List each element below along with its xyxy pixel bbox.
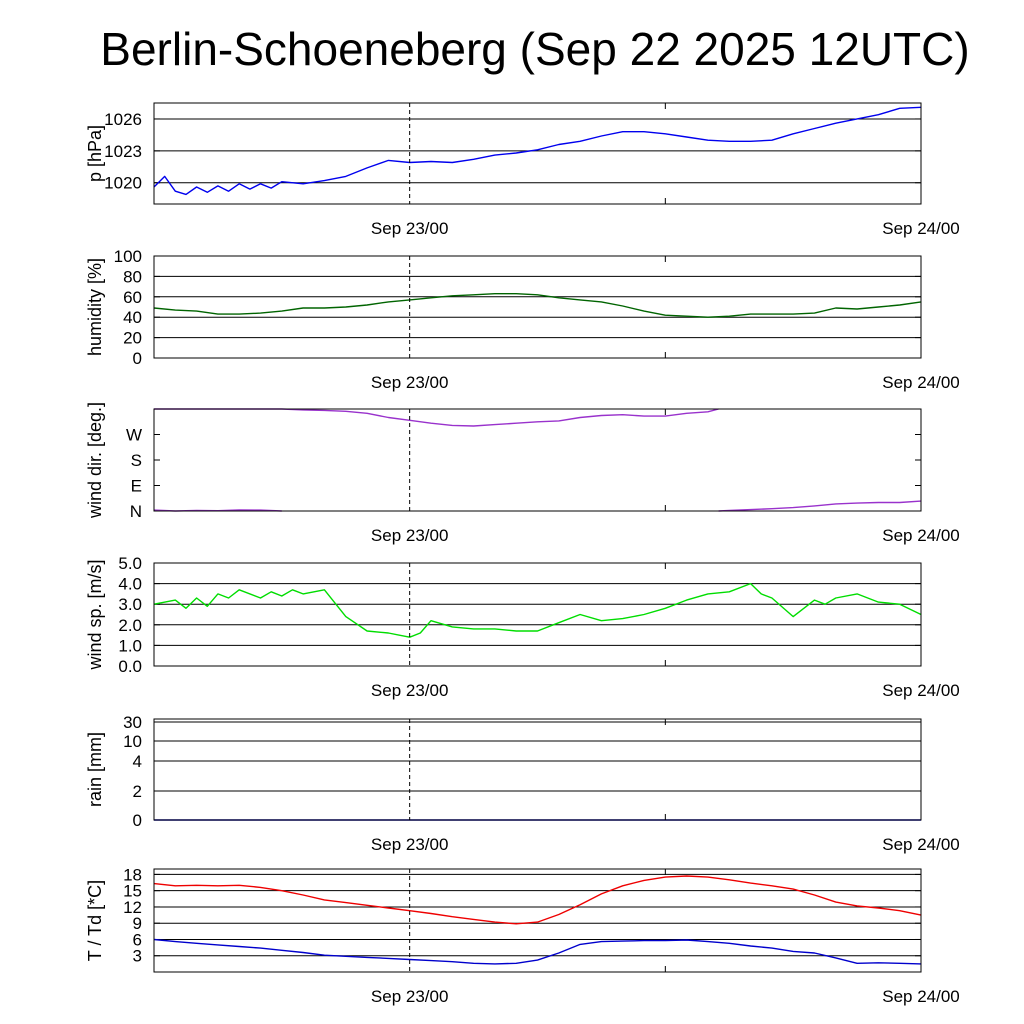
y-tick-label: W [126, 426, 142, 445]
y-tick-label: S [131, 451, 142, 470]
series-line-0 [153, 293, 922, 318]
y-tick-label: 1020 [104, 174, 142, 193]
y-tick-label: 18 [123, 865, 142, 884]
x-tick-label: Sep 24/00 [882, 835, 960, 854]
y-axis-label: wind sp. [m/s] [85, 559, 105, 670]
y-tick-label: 10 [123, 732, 142, 751]
y-tick-label: 40 [123, 308, 142, 327]
y-tick-label: 100 [114, 247, 142, 266]
y-tick-label: 5.0 [118, 554, 142, 573]
plot-frame [153, 408, 922, 512]
x-tick-label: Sep 23/00 [371, 835, 449, 854]
y-tick-label: 15 [123, 882, 142, 901]
y-axis-label: wind dir. [deg.] [85, 402, 105, 519]
series-line-0 [153, 875, 922, 925]
x-tick-label: Sep 23/00 [371, 987, 449, 1006]
y-tick-label: 20 [123, 329, 142, 348]
series-line-0 [153, 106, 922, 196]
y-tick-label: 3 [133, 947, 142, 966]
plot-frame [153, 102, 922, 205]
plot-frame [153, 868, 922, 973]
y-tick-label: 80 [123, 267, 142, 286]
y-tick-label: 2 [133, 782, 142, 801]
y-tick-label: 30 [123, 713, 142, 732]
y-tick-label: 3.0 [118, 595, 142, 614]
y-tick-label: 1.0 [118, 636, 142, 655]
y-axis-label: humidity [%] [85, 258, 105, 356]
y-tick-label: 9 [133, 914, 142, 933]
y-tick-label: 1026 [104, 110, 142, 129]
y-tick-label: 4 [133, 752, 142, 771]
x-tick-label: Sep 23/00 [371, 526, 449, 545]
y-tick-label: 2.0 [118, 616, 142, 635]
x-tick-label: Sep 23/00 [371, 681, 449, 700]
y-axis-label: rain [mm] [85, 732, 105, 807]
y-tick-label: 0 [133, 349, 142, 368]
y-tick-label: 0.0 [118, 657, 142, 676]
chart-title: Berlin-Schoeneberg (Sep 22 2025 12UTC) [100, 23, 970, 75]
plot-frame [153, 255, 922, 359]
x-tick-label: Sep 24/00 [882, 373, 960, 392]
y-tick-label: 1023 [104, 142, 142, 161]
y-tick-label: 6 [133, 930, 142, 949]
series-line-2 [718, 500, 922, 512]
series-line-1 [153, 938, 922, 965]
x-tick-label: Sep 24/00 [882, 219, 960, 238]
plot-frame [153, 718, 922, 821]
y-tick-label: 12 [123, 898, 142, 917]
y-tick-label: 60 [123, 288, 142, 307]
y-axis-label: p [hPa] [85, 125, 105, 182]
series-line-0 [153, 582, 922, 638]
y-tick-label: 4.0 [118, 575, 142, 594]
series-line-0 [154, 408, 719, 427]
y-tick-label: E [131, 477, 142, 496]
x-tick-label: Sep 23/00 [371, 219, 449, 238]
y-axis-label: T / Td [*C] [85, 880, 105, 961]
x-tick-label: Sep 23/00 [371, 373, 449, 392]
y-tick-label: N [130, 502, 142, 521]
x-tick-label: Sep 24/00 [882, 681, 960, 700]
x-tick-label: Sep 24/00 [882, 987, 960, 1006]
y-tick-label: 0 [133, 811, 142, 830]
x-tick-label: Sep 24/00 [882, 526, 960, 545]
plot-frame [153, 562, 922, 667]
